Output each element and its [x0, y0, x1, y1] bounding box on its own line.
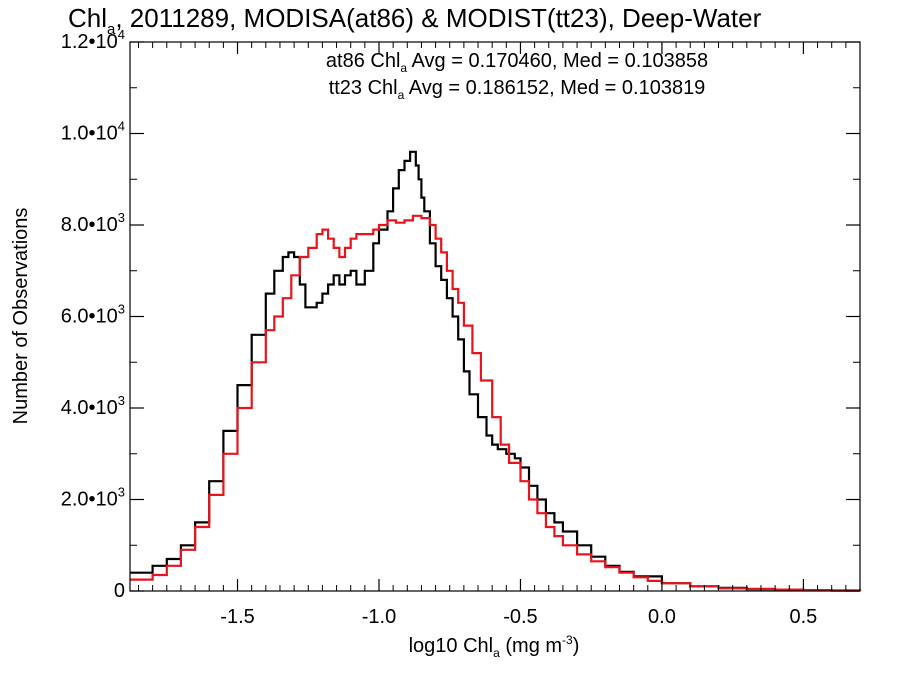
plot-frame: [129, 41, 861, 592]
y-tick-exponent: 4: [118, 119, 125, 134]
x-axis-label-subscript: a: [493, 646, 500, 660]
y-tick-mantissa: 8.0•10: [61, 214, 118, 236]
y-tick-label: 1.0•104: [61, 119, 125, 145]
series-layer: [130, 150, 862, 592]
series-line-at86: [130, 150, 862, 592]
series-line-tt23: [130, 214, 862, 592]
x-tick-label: -1.5: [220, 606, 254, 628]
x-tick-label: -0.5: [503, 606, 537, 628]
y-tick-mantissa: 0: [114, 580, 125, 602]
y-tick-label: 0: [114, 580, 125, 602]
y-tick-label: 6.0•103: [61, 302, 125, 328]
y-tick-mantissa: 2.0•10: [61, 489, 118, 511]
x-axis-label-unit: (mg m: [500, 635, 562, 657]
legend-entry-subscript: a: [400, 61, 407, 75]
y-tick-label: 8.0•103: [61, 210, 125, 236]
y-tick-exponent: 4: [118, 27, 125, 42]
y-tick-label: 2.0•103: [61, 485, 125, 511]
y-tick-exponent: 3: [118, 302, 125, 317]
y-tick-mantissa: 1.0•10: [61, 123, 118, 145]
x-axis-label-unit-exponent: -3: [562, 633, 573, 647]
x-tick-label: 0.0: [648, 606, 676, 628]
y-tick-label: 1.2•104: [61, 27, 125, 53]
title-prefix: Chl: [68, 3, 107, 33]
y-tick-mantissa: 1.2•10: [61, 31, 118, 53]
y-tick-exponent: 3: [118, 393, 125, 408]
legend: at86 Chla Avg = 0.170460, Med = 0.103858…: [326, 50, 708, 102]
x-tick-label: -1.0: [362, 606, 396, 628]
legend-entry-at86: at86 Chla Avg = 0.170460, Med = 0.103858: [326, 50, 708, 75]
chart-title: Chla, 2011289, MODISA(at86) & MODIST(tt2…: [68, 3, 762, 38]
x-axis-label: log10 Chla (mg m-3): [409, 633, 580, 660]
x-axis-label-prefix: log10 Chl: [409, 635, 494, 657]
x-axis-label-unit-close: ): [573, 635, 580, 657]
legend-entry-tt23: tt23 Chla Avg = 0.186152, Med = 0.103819: [329, 77, 706, 102]
legend-entry-stats: Avg = 0.170460, Med = 0.103858: [407, 50, 708, 72]
title-rest: , 2011289, MODISA(at86) & MODIST(tt23), …: [115, 3, 761, 33]
y-tick-exponent: 3: [118, 210, 125, 225]
y-tick-exponent: 3: [118, 485, 125, 500]
legend-entry-prefix: at86 Chl: [326, 50, 401, 72]
y-tick-mantissa: 4.0•10: [61, 397, 118, 419]
y-axis-label: Number of Observations: [10, 208, 32, 425]
y-tick-mantissa: 6.0•10: [61, 306, 118, 328]
legend-entry-stats: Avg = 0.186152, Med = 0.103819: [404, 77, 705, 99]
legend-entry-subscript: a: [398, 88, 405, 102]
axes: -1.5 -1.0 -0.5 0.0 0.502.0•1034.0•1036.0•103…: [61, 27, 861, 628]
title-prefix-subscript: a: [107, 21, 116, 38]
legend-entry-prefix: tt23 Chl: [329, 77, 398, 99]
y-tick-label: 4.0•103: [61, 393, 125, 419]
x-tick-label: 0.5: [790, 606, 818, 628]
